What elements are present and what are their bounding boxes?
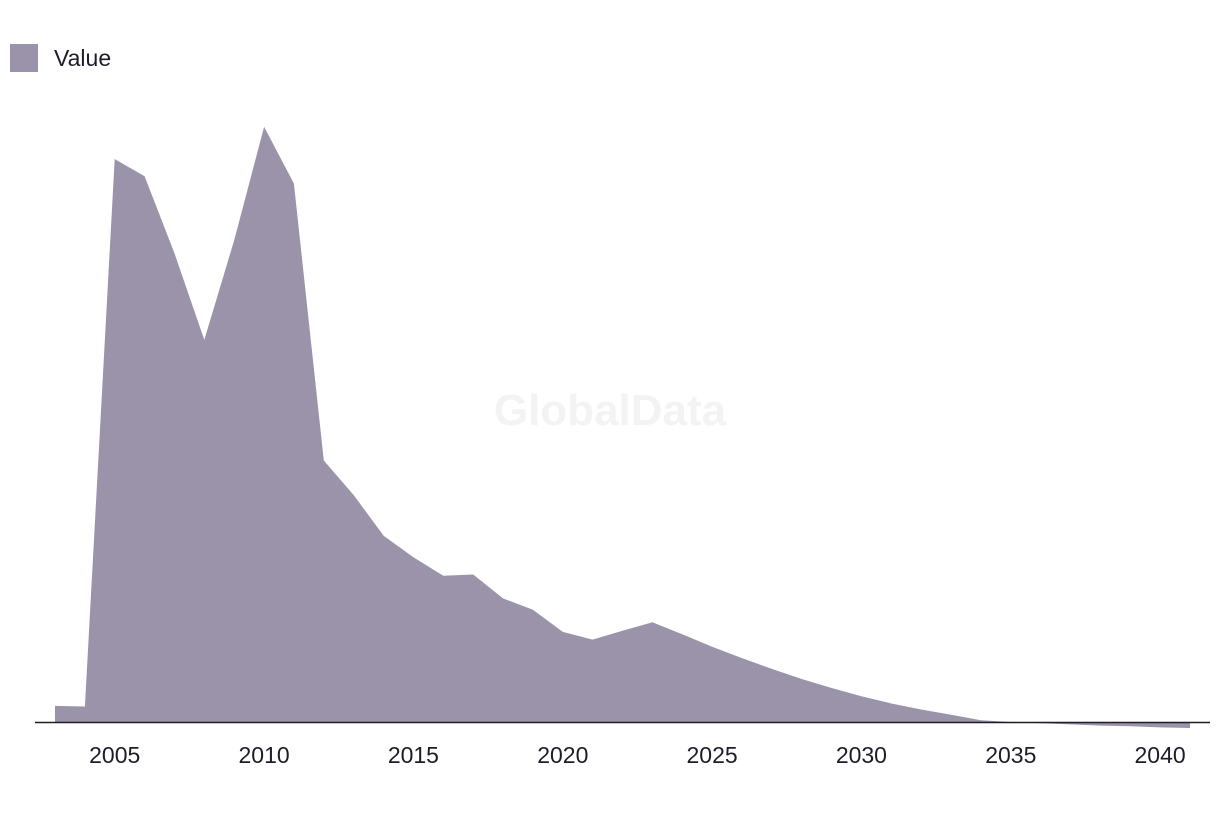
legend-swatch	[10, 44, 38, 72]
area-series-value	[55, 126, 1190, 729]
legend-label: Value	[54, 44, 112, 71]
x-tick-label: 2040	[1135, 742, 1186, 768]
legend: Value	[10, 44, 111, 72]
x-tick-label: 2035	[985, 742, 1036, 768]
x-tick-label: 2020	[537, 742, 588, 768]
x-tick-label: 2025	[687, 742, 738, 768]
x-tick-label: 2010	[239, 742, 290, 768]
watermark: GlobalData	[494, 386, 727, 435]
x-tick-label: 2030	[836, 742, 887, 768]
x-tick-label: 2005	[89, 742, 140, 768]
x-tick-label: 2015	[388, 742, 439, 768]
